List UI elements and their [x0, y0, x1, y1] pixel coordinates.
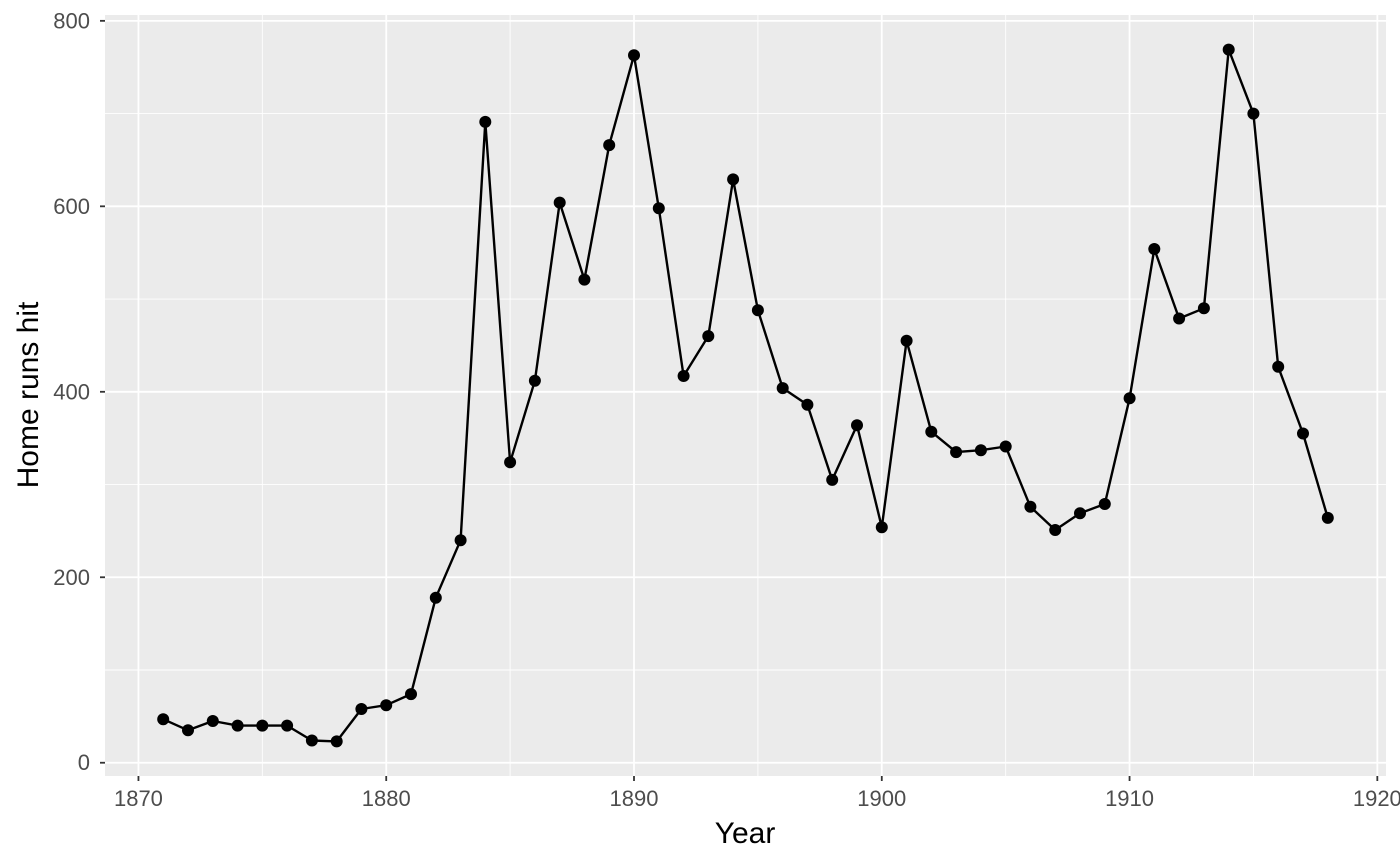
data-point — [429, 591, 442, 604]
data-point — [1297, 427, 1309, 440]
data-point — [702, 330, 715, 343]
y-tick-label: 800 — [53, 8, 90, 33]
data-point — [355, 703, 368, 715]
x-tick-label: 1910 — [1105, 786, 1154, 811]
y-axis-title: Home runs hit — [12, 301, 45, 488]
y-tick-label: 200 — [53, 565, 90, 590]
data-point — [1321, 511, 1334, 524]
data-point — [1173, 312, 1186, 325]
data-point — [504, 456, 517, 469]
data-point — [231, 719, 244, 732]
panel-background — [105, 15, 1386, 776]
plot-panel: 1870 1880 1890 1900 1910 1920 0 200 400 600 800 — [53, 8, 1400, 811]
x-axis-title: Year — [715, 817, 776, 850]
data-point — [1098, 498, 1111, 510]
data-point — [603, 139, 616, 152]
data-point — [1222, 43, 1235, 56]
x-tick-label: 1890 — [610, 786, 659, 811]
data-point — [281, 719, 294, 732]
x-tick-label: 1880 — [362, 786, 411, 811]
data-point — [578, 273, 591, 286]
data-point — [950, 446, 963, 459]
x-tick-label: 1870 — [114, 786, 163, 811]
data-point — [1247, 107, 1260, 120]
data-point — [652, 202, 665, 215]
data-point — [1148, 243, 1161, 255]
data-point — [405, 688, 417, 701]
data-point — [751, 304, 764, 317]
data-point — [776, 382, 789, 395]
data-point — [553, 196, 566, 209]
x-tick-label: 1900 — [857, 786, 906, 811]
data-point — [1024, 500, 1037, 513]
data-point — [900, 334, 913, 347]
data-point — [801, 398, 814, 411]
data-point — [1197, 302, 1210, 315]
data-point — [256, 719, 269, 732]
data-point — [305, 734, 318, 747]
data-point — [157, 713, 170, 726]
data-point — [330, 735, 343, 748]
y-tick-label: 400 — [53, 379, 90, 404]
data-point — [1272, 360, 1285, 373]
data-point — [677, 370, 690, 382]
data-point — [479, 115, 492, 128]
data-point — [454, 534, 467, 547]
data-point — [851, 419, 863, 432]
y-tick-label: 600 — [53, 194, 90, 219]
data-point — [826, 473, 839, 486]
data-point — [628, 49, 640, 62]
data-point — [1123, 392, 1136, 405]
data-point — [182, 724, 194, 737]
data-point — [528, 374, 541, 387]
data-point — [1074, 507, 1086, 520]
x-tick-label: 1920 — [1353, 786, 1400, 811]
data-point — [999, 440, 1012, 453]
data-point — [925, 425, 938, 438]
data-point — [380, 699, 393, 712]
data-line — [162, 48, 1329, 743]
data-point — [1049, 524, 1062, 536]
y-tick-label: 0 — [78, 750, 90, 775]
data-point — [727, 173, 740, 186]
data-point — [206, 715, 219, 727]
data-point — [974, 444, 987, 457]
data-point — [875, 521, 888, 534]
